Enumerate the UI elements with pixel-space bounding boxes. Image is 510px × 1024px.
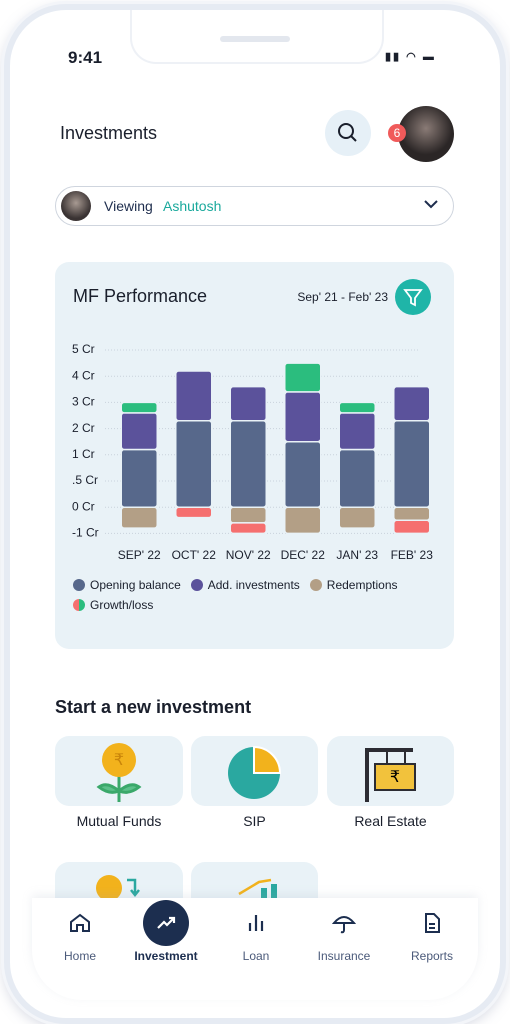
nav-item[interactable]: Insurance	[299, 898, 389, 968]
legend-item: Growth/loss	[73, 596, 153, 614]
legend-swatch	[73, 599, 85, 611]
legend-label: Add. investments	[207, 578, 300, 592]
option-card[interactable]: ₹	[55, 736, 183, 806]
bar-segment	[284, 391, 322, 443]
legend-label: Redemptions	[326, 578, 398, 592]
viewing-selector[interactable]	[55, 186, 454, 226]
notification-badge: 6	[388, 124, 406, 142]
filter-button[interactable]	[395, 279, 431, 315]
x-tick-label: JAN' 23	[336, 548, 378, 562]
svg-text:₹: ₹	[114, 752, 124, 769]
viewing-label: Viewing	[104, 198, 153, 214]
legend-label: Opening balance	[90, 578, 181, 592]
x-tick-label: DEC' 22	[281, 548, 326, 562]
nav-item[interactable]: Home	[35, 898, 125, 968]
chart: MF Performance Sep' 21 - Feb' 23 5 Cr 4 C…	[72, 279, 434, 562]
y-tick-label: .5 Cr	[72, 473, 98, 487]
dropdown-icon	[424, 200, 438, 209]
chart-date-range: Sep' 21 - Feb' 23	[297, 290, 388, 304]
option-label: SIP	[243, 813, 266, 829]
viewing-avatar	[61, 191, 91, 221]
chart-title: MF Performance	[73, 286, 207, 306]
bar-segment	[338, 448, 376, 508]
bar-segment	[120, 506, 158, 529]
bar-segment	[175, 419, 213, 508]
bar-segment	[229, 385, 267, 422]
bar-segment	[120, 401, 158, 414]
x-tick-label: OCT' 22	[172, 548, 217, 562]
legend: Opening balance Add. investments Redemptio…	[73, 576, 443, 616]
option-icon	[96, 875, 140, 901]
legend-item: Opening balance	[73, 576, 181, 594]
option-icon	[238, 878, 277, 902]
y-tick-label: 4 Cr	[72, 368, 95, 382]
bar-segment	[284, 506, 322, 535]
y-tick-label: 2 Cr	[72, 421, 95, 435]
bar-segment	[338, 412, 376, 451]
bar-segment	[175, 370, 213, 422]
bar-segment	[120, 412, 158, 451]
bar-segment	[393, 385, 431, 422]
chart-card: MF Performance Sep' 21 - Feb' 23 5 Cr 4 C…	[55, 262, 454, 649]
page-title: Investments	[60, 123, 158, 143]
search-icon	[338, 123, 357, 142]
option-label: Mutual Funds	[76, 813, 162, 829]
x-tick-label: FEB' 23	[391, 548, 434, 562]
nav-label: Insurance	[317, 949, 371, 963]
nav-icon	[244, 911, 268, 935]
legend-item: Redemptions	[309, 576, 398, 594]
y-tick-label: 3 Cr	[72, 395, 95, 409]
nav-label: Home	[63, 949, 96, 963]
y-tick-label: -1 Cr	[72, 526, 99, 540]
sip-icon	[228, 745, 282, 799]
bar-segment	[284, 362, 322, 393]
profile-avatar[interactable]	[398, 106, 454, 162]
option-card[interactable]	[191, 736, 318, 806]
status-icons: ▮▮ ◠ ▬	[385, 51, 436, 63]
nav-label: Reports	[410, 949, 454, 963]
option-label: Real Estate	[354, 813, 427, 829]
real-estate-icon: ₹	[365, 748, 416, 802]
bar-segment	[393, 519, 431, 535]
mutual-funds-icon: ₹	[96, 743, 142, 802]
bar-segment	[175, 506, 213, 519]
bar-segment	[120, 448, 158, 508]
bar-segment	[393, 419, 431, 508]
nav-icon	[143, 900, 189, 946]
section-title: Start a new investment	[55, 697, 252, 717]
y-tick-label: 5 Cr	[72, 342, 95, 356]
bar-segment	[338, 506, 376, 529]
status-time: 9:41	[68, 48, 103, 67]
bar-segment	[229, 522, 267, 535]
speaker	[220, 36, 290, 42]
viewing-name: Ashutosh	[163, 198, 222, 214]
legend-swatch	[73, 579, 85, 591]
filter-icon	[403, 289, 423, 307]
legend-item: Add. investments	[190, 576, 300, 594]
bar-segment	[338, 401, 376, 414]
search-button[interactable]	[325, 110, 371, 156]
legend-swatch	[309, 579, 322, 591]
legend-label: Growth/loss	[90, 598, 154, 612]
option-card[interactable]: ₹	[327, 736, 454, 806]
y-tick-label: 0 Cr	[72, 499, 95, 513]
nav-item[interactable]: Investment	[121, 898, 211, 968]
nav-label: Loan	[242, 949, 270, 963]
svg-text:₹: ₹	[390, 769, 400, 786]
bar-segment	[229, 419, 267, 508]
nav-icon	[331, 911, 357, 935]
legend-swatch	[190, 579, 203, 591]
x-tick-label: NOV' 22	[226, 548, 271, 562]
bar-segment	[393, 506, 431, 522]
nav-icon	[68, 911, 92, 935]
bar-segment	[284, 440, 322, 508]
x-tick-label: SEP' 22	[118, 548, 161, 562]
nav-label: Investment	[134, 949, 198, 963]
bar-segment	[229, 506, 267, 524]
nav-item[interactable]: Loan	[211, 898, 301, 968]
nav-icon	[420, 911, 444, 935]
y-tick-label: 1 Cr	[72, 447, 95, 461]
nav-item[interactable]: Reports	[387, 898, 477, 968]
